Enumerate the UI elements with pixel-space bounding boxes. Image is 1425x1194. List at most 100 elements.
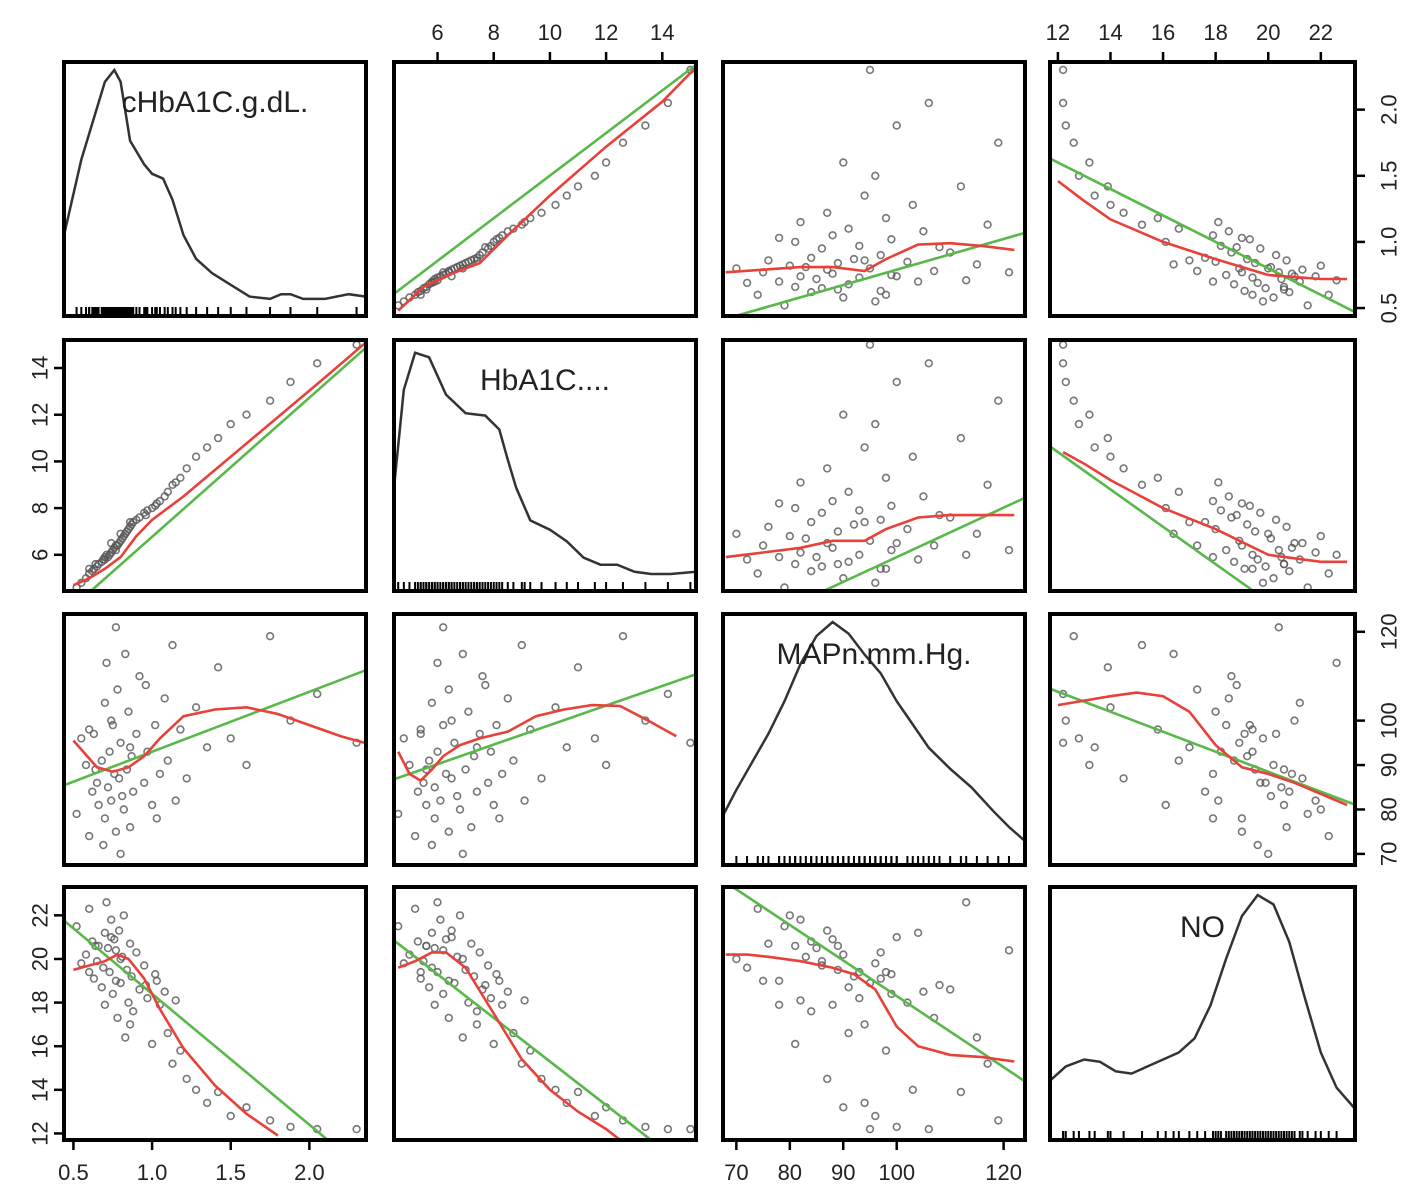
data-point: [111, 545, 121, 555]
data-point: [1282, 522, 1291, 531]
data-point: [796, 915, 805, 924]
data-point: [1269, 293, 1278, 302]
data-point: [99, 963, 108, 972]
data-point: [801, 534, 810, 543]
data-point: [430, 1000, 439, 1009]
linear-fit-line: [730, 231, 1025, 316]
tick-label: 18: [28, 990, 53, 1014]
data-point: [125, 1020, 135, 1029]
data-point: [94, 800, 103, 810]
data-point: [427, 698, 437, 707]
panel-frame: [1048, 60, 1357, 318]
data-point: [871, 171, 880, 181]
data-point: [1245, 501, 1255, 510]
data-point: [892, 377, 901, 387]
data-point: [876, 250, 885, 260]
data-point: [833, 941, 843, 951]
data-point: [892, 538, 901, 548]
panel-frame: [62, 885, 368, 1142]
data-point: [618, 138, 628, 147]
data-point: [1185, 256, 1194, 265]
tick-label: 90: [831, 1160, 855, 1185]
data-point: [1290, 538, 1299, 548]
data-point: [573, 182, 583, 191]
data-point: [313, 359, 322, 368]
data-point: [1237, 814, 1247, 823]
data-point: [919, 492, 928, 501]
data-point: [1332, 658, 1341, 668]
data-point: [860, 1098, 869, 1108]
tick-label: 70: [1377, 842, 1402, 866]
data-point: [828, 1000, 837, 1009]
data-point: [168, 1059, 177, 1068]
data-point: [537, 774, 546, 783]
data-point: [903, 524, 912, 534]
data-point: [1004, 268, 1014, 277]
data-point: [99, 840, 108, 850]
data-point: [1248, 747, 1257, 756]
data-point: [114, 774, 124, 783]
data-point: [447, 774, 456, 783]
loess-fit-line: [73, 953, 279, 1137]
data-point: [1298, 774, 1307, 783]
data-point: [1221, 545, 1231, 555]
data-point: [590, 1111, 600, 1121]
linear-fit-line: [394, 939, 654, 1140]
density-curve: [723, 620, 1025, 842]
data-point: [983, 1059, 992, 1068]
tick-label: 14: [28, 356, 53, 380]
data-point: [537, 208, 546, 218]
data-point: [1248, 550, 1257, 559]
data-point: [1061, 716, 1071, 725]
data-point: [844, 557, 853, 566]
data-point: [871, 959, 880, 968]
data-point: [833, 527, 843, 536]
data-point: [796, 478, 805, 487]
data-point: [119, 911, 129, 920]
data-point: [489, 1039, 498, 1049]
data-point: [455, 805, 465, 814]
data-point: [913, 928, 923, 937]
data-point: [147, 1039, 157, 1049]
data-point: [790, 559, 800, 569]
tick-label: 6: [431, 20, 443, 45]
data-point: [135, 985, 144, 994]
data-point: [876, 515, 885, 524]
data-point: [865, 264, 875, 273]
data-point: [520, 796, 529, 805]
data-point: [1263, 529, 1273, 538]
data-point: [1153, 473, 1163, 482]
panel-frame: [721, 60, 1027, 318]
data-point: [774, 233, 784, 243]
data-point: [1258, 734, 1268, 743]
data-point: [416, 729, 425, 739]
data-point: [822, 926, 832, 935]
tick-label: 80: [778, 1160, 802, 1185]
data-point: [1245, 235, 1255, 244]
data-point: [92, 778, 102, 787]
data-point: [436, 915, 445, 924]
data-point: [176, 473, 185, 482]
data-point: [84, 967, 94, 977]
data-point: [796, 548, 805, 557]
data-point: [1090, 443, 1099, 452]
data-point: [1174, 756, 1184, 765]
data-point: [1285, 566, 1294, 576]
data-point: [481, 980, 490, 990]
data-point: [929, 541, 939, 550]
linear-fit-line: [394, 63, 696, 295]
data-point: [108, 989, 118, 999]
data-point: [839, 158, 848, 167]
data-point: [801, 952, 810, 961]
data-point: [1248, 273, 1257, 282]
data-point: [892, 932, 901, 942]
data-point: [72, 809, 81, 819]
data-point: [439, 989, 448, 999]
data-point: [663, 689, 673, 699]
data-point: [1232, 680, 1241, 690]
data-point: [1242, 520, 1252, 529]
data-point: [1269, 760, 1278, 770]
data-point: [1119, 774, 1128, 783]
data-point: [994, 1116, 1003, 1125]
data-point: [828, 543, 837, 552]
